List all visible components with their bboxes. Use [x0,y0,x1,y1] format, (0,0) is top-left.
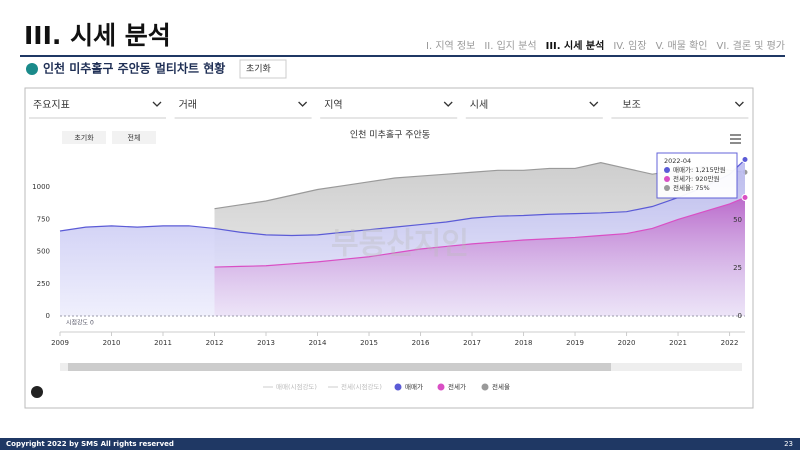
filter-label[interactable]: 보조 [622,99,640,111]
annotation: 시점강도 0 [66,319,94,327]
y-tick-label: 1000 [32,183,50,191]
reset-label[interactable]: 초기화 [246,64,271,75]
dropdown-arrow [734,101,744,107]
watermark: 부동산지인 [331,227,469,262]
x-tick-label: 2013 [257,339,275,347]
filter-label[interactable]: 시세 [470,99,488,111]
nav-item[interactable]: IV. 임장 [613,39,646,52]
dropdown-arrow [589,101,599,107]
filter-label[interactable]: 주요지표 [33,99,70,111]
y-tick-label: 500 [37,248,50,256]
x-tick-label: 2015 [360,339,378,347]
x-tick-label: 2020 [618,339,636,347]
y2-tick-label: 25 [733,264,742,272]
legend-dot [394,383,402,391]
page-number: 23 [784,440,793,448]
x-tick-label: 2012 [206,339,224,347]
legend-label[interactable]: 전세가 [448,382,466,391]
filter-label[interactable]: 지역 [324,99,342,111]
y2-tick-label: 50 [733,216,742,224]
legend-dot [481,383,489,391]
chart-button-label[interactable]: 전체 [128,133,141,142]
x-tick-label: 2019 [566,339,584,347]
area-fill [214,197,745,316]
tooltip-dot [664,176,670,182]
x-tick-label: 2016 [412,339,430,347]
x-tick-label: 2010 [103,339,121,347]
chart-title: 인천 미추홀구 주안동 [350,129,430,141]
chart-button[interactable] [112,131,156,144]
nav-item[interactable]: III. 시세 분석 [546,39,605,52]
tooltip-line: 전세율: 75% [673,183,710,192]
y-tick-label: 250 [37,280,50,288]
dropdown-arrow [443,101,453,107]
legend-dot [437,383,445,391]
icon [26,63,38,75]
filter-label[interactable]: 거래 [179,99,197,111]
footer-bar [0,438,800,450]
chart-button-label[interactable]: 초기화 [74,133,94,142]
x-tick-label: 2009 [51,339,69,347]
legend-label[interactable]: 전세율 [492,382,510,391]
x-tick-label: 2017 [463,339,481,347]
reset-button[interactable] [239,59,287,79]
nav-item[interactable]: II. 입지 분석 [484,39,536,52]
nav-item[interactable]: I. 지역 정보 [426,40,475,52]
y-tick-label: 0 [46,312,50,320]
legend-label[interactable]: 전세(시점강도) [341,382,382,391]
y-tick-label: 750 [37,215,50,223]
series-line [214,196,746,268]
scroll-thumb[interactable] [68,363,611,371]
nav-item[interactable]: V. 매물 확인 [656,40,708,52]
page-title: III. 시세 분석 [24,21,171,50]
x-tick-label: 2022 [721,339,739,347]
x-tick-label: 2021 [669,339,687,347]
copyright: Copyright 2022 by SMS All rights reserve… [6,440,174,448]
legend-label[interactable]: 매매가 [405,382,423,391]
x-tick-label: 2014 [309,339,327,347]
x-tick-label: 2011 [154,339,172,347]
tooltip-line: 전세가: 920만원 [673,174,720,183]
logo [31,386,43,398]
dropdown-arrow [298,101,308,107]
nav-item[interactable]: VI. 결론 및 평가 [716,40,785,52]
legend-label[interactable]: 매매(시점강도) [276,382,317,391]
tooltip-date: 2022-04 [664,157,691,165]
tooltip [656,152,738,199]
y2-tick-label: 0 [738,312,742,320]
nav: VI. 결론 및 평가 V. 매물 확인 IV. 임장 III. 시세 분석 II. 입… [426,39,785,52]
tooltip-line: 매매가: 1,215만원 [673,165,726,174]
x-tick-label: 2018 [515,339,533,347]
dropdown-arrow [152,101,162,107]
tooltip-dot [664,185,670,191]
chart-button[interactable] [62,131,106,144]
series-line [59,159,746,237]
tooltip-dot [664,167,670,173]
hover-point [741,194,749,202]
menu-icon[interactable] [730,134,741,144]
subtitle: 인천 미추홀구 주안동 멀티차트 현황 [43,61,225,76]
hover-point [741,156,749,164]
